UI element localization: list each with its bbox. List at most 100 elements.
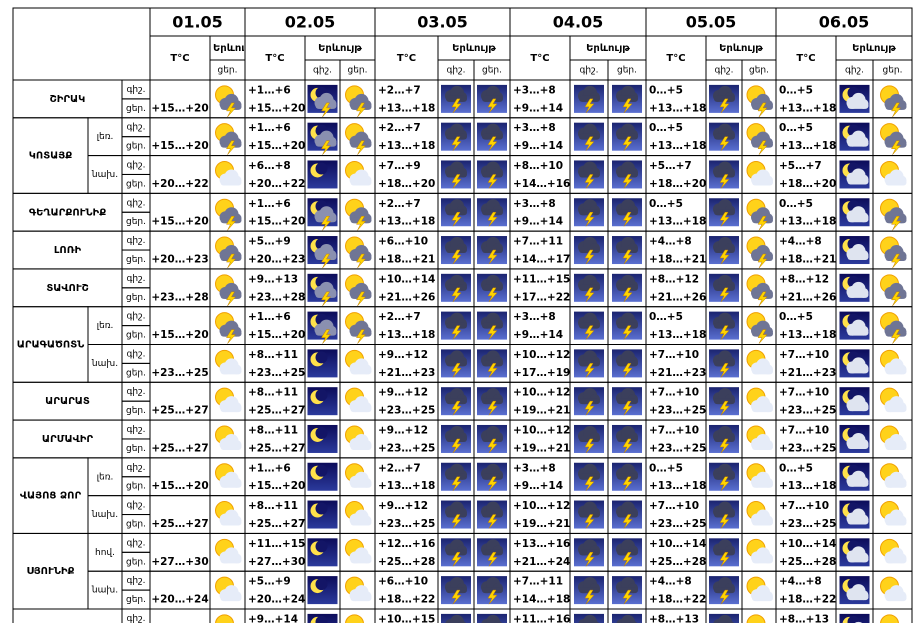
temperature: +23…+28 xyxy=(151,291,208,303)
temperature: +7…+10 xyxy=(649,349,699,361)
icon-bolt xyxy=(487,476,498,491)
temperature: +6…+8 xyxy=(248,160,291,172)
weather-icon xyxy=(441,84,471,114)
label: T°C xyxy=(796,53,815,64)
cell xyxy=(209,608,246,623)
icon-cloud xyxy=(220,443,242,450)
label: գիշ. xyxy=(580,66,599,76)
temperature: +15…+20 xyxy=(248,329,305,341)
temperature: +21…+26 xyxy=(649,291,706,303)
weather-icon xyxy=(441,538,471,567)
weather-icon xyxy=(880,85,907,118)
temperature: +7…+10 xyxy=(779,500,829,512)
weather-icon xyxy=(574,84,604,114)
temperature: +21…+24 xyxy=(513,556,570,568)
day-header: 03.05 xyxy=(417,13,468,32)
icon-cloud xyxy=(482,322,503,329)
weather-icon xyxy=(345,501,372,526)
icon-cloud xyxy=(579,247,600,254)
temperature: +9…+14 xyxy=(513,329,563,341)
temperature: +15…+20 xyxy=(248,216,305,228)
icon-sun xyxy=(345,614,364,623)
icon-bolt xyxy=(321,329,332,344)
weather-icon xyxy=(441,387,471,416)
icon-cloud xyxy=(617,473,638,480)
weather-icon xyxy=(307,387,338,416)
weather-icon xyxy=(215,387,242,413)
icon-bolt xyxy=(622,363,633,378)
icon-cloud xyxy=(847,518,869,525)
temperature: +1…+6 xyxy=(248,462,291,474)
cell xyxy=(339,608,376,623)
icon-bolt xyxy=(719,514,730,529)
temperature: +18…+20 xyxy=(779,178,836,190)
icon-bolt xyxy=(584,363,595,378)
weather-icon xyxy=(839,236,870,265)
weather-icon xyxy=(746,538,773,564)
icon-cloud xyxy=(752,368,773,375)
label: ցեր. xyxy=(126,142,146,152)
label: լեռ. xyxy=(97,132,114,142)
icon-bolt xyxy=(622,98,633,114)
weather-icon xyxy=(709,576,739,605)
icon-bolt xyxy=(487,589,498,605)
temperature: +23…+25 xyxy=(779,405,836,417)
icon-cloud xyxy=(725,620,735,623)
icon-cloud xyxy=(617,247,638,254)
label: լեռ. xyxy=(97,472,114,482)
icon-cloud xyxy=(579,322,600,329)
icon-cloud xyxy=(482,247,503,254)
temperature: +21…+23 xyxy=(779,367,836,379)
temperature: +13…+18 xyxy=(649,329,706,341)
icon-bolt xyxy=(719,98,730,114)
icon-cloud xyxy=(579,511,600,518)
icon-cloud xyxy=(350,368,372,375)
icon-bolt xyxy=(451,325,462,340)
icon-cloud xyxy=(847,556,869,563)
icon-bolt xyxy=(719,400,730,416)
weather-icon xyxy=(709,160,739,189)
icon-cloud xyxy=(446,95,467,102)
weather-icon xyxy=(839,198,870,227)
weather-icon xyxy=(441,500,471,529)
icon-cloud xyxy=(350,519,372,526)
temperature: +8…+12 xyxy=(649,273,699,285)
icon-bolt xyxy=(622,438,633,454)
weather-icon xyxy=(477,122,507,151)
temperature: +8…+11 xyxy=(248,387,298,399)
icon-cloud xyxy=(220,179,242,186)
weather-icon xyxy=(746,614,766,623)
label: T°C xyxy=(170,53,189,64)
label: գիշ. xyxy=(127,425,146,435)
icon-bolt xyxy=(622,476,633,491)
weather-icon xyxy=(612,198,642,227)
icon-cloud xyxy=(617,322,638,329)
label: գիշ. xyxy=(313,66,332,76)
temperature: +5…+7 xyxy=(649,160,692,172)
icon-cloud xyxy=(847,594,869,601)
icon-bolt xyxy=(356,140,367,155)
weather-icon xyxy=(709,387,739,416)
weather-icon xyxy=(574,424,604,454)
icon-cloud xyxy=(579,473,600,480)
temperature: +9…+13 xyxy=(248,273,298,285)
weather-icon xyxy=(709,236,739,265)
weather-icon xyxy=(477,462,507,491)
weather-icon xyxy=(880,274,907,306)
icon-bolt xyxy=(226,102,237,118)
temperature: +7…+10 xyxy=(649,387,699,399)
weather-icon xyxy=(880,425,907,450)
region-label: ԳԵՂԱՐՔՈՒՆԻՔ xyxy=(29,207,106,218)
temperature: +7…+9 xyxy=(378,160,421,172)
icon-bolt xyxy=(451,438,462,454)
temperature: +18…+21 xyxy=(779,253,836,265)
label: գիշ. xyxy=(127,161,146,171)
weather-icon xyxy=(215,160,242,186)
weather-icon xyxy=(477,311,507,340)
weather-icon xyxy=(477,576,507,605)
temperature: +23…+25 xyxy=(248,367,305,379)
icon-cloud xyxy=(482,587,503,594)
icon-cloud xyxy=(350,443,372,450)
icon-bolt xyxy=(487,174,498,189)
